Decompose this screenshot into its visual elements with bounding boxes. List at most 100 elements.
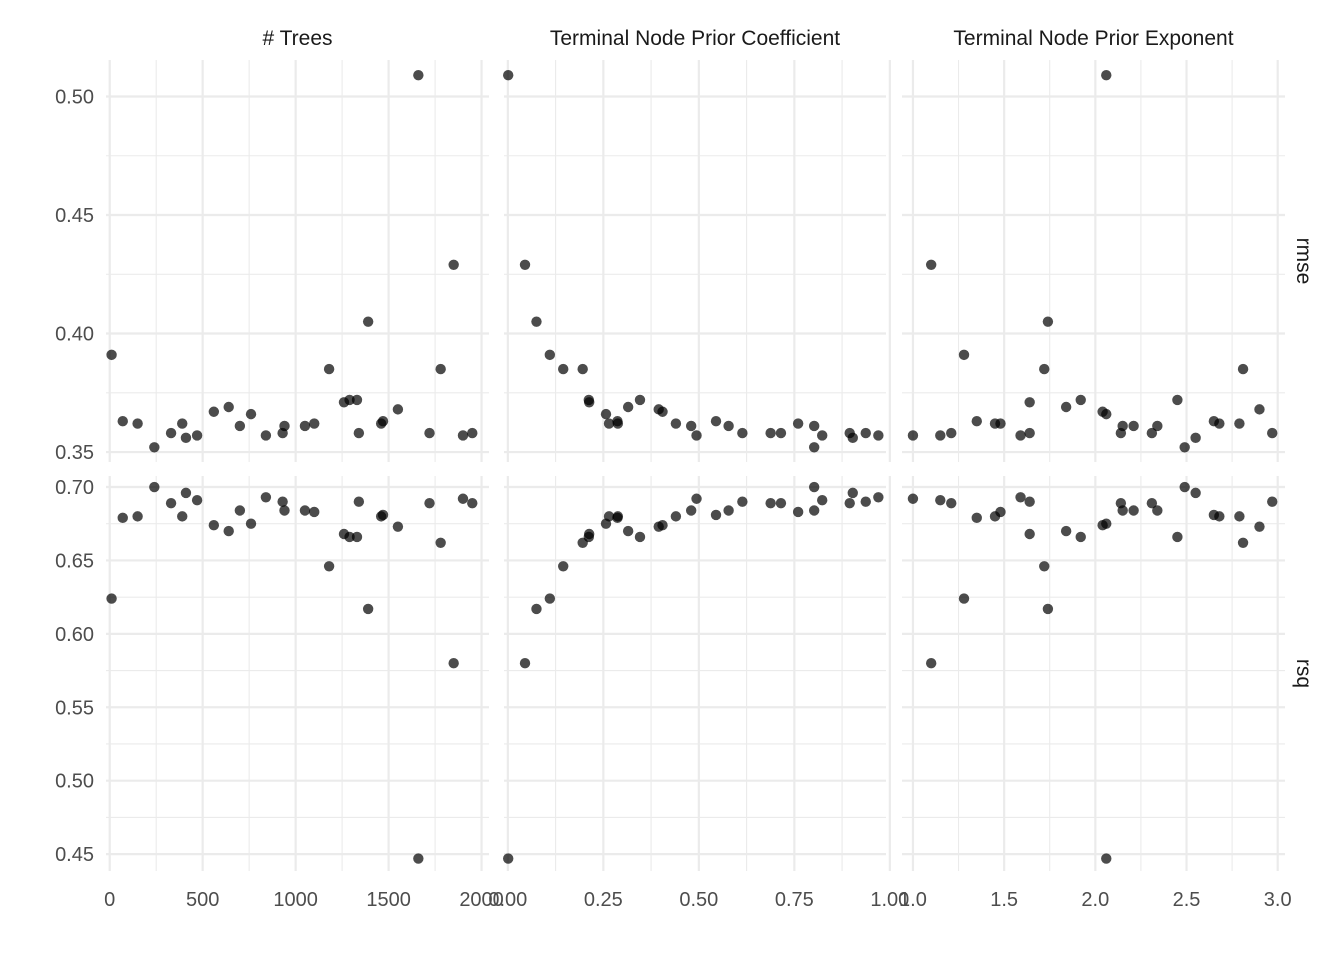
data-point-rsq-vs-cost (603, 511, 615, 522)
data-point-rsq-vs-trees (177, 511, 188, 522)
data-point-rsq-vs-trees (106, 593, 117, 604)
data-point-rmse-vs-exponent (946, 427, 957, 439)
data-point-rmse-vs-trees (362, 316, 374, 327)
data-point-rsq-vs-cost (847, 487, 858, 499)
data-point-rmse-vs-trees (353, 427, 365, 439)
data-point-rmse-vs-cost (653, 404, 664, 415)
data-point-rmse-vs-trees (377, 416, 389, 427)
data-point-rmse-vs-trees (223, 401, 234, 413)
data-point-rsq-vs-trees (165, 497, 177, 509)
x-tick-label: 2000 (459, 889, 504, 911)
data-point-rsq-vs-cost (634, 531, 646, 543)
data-point-rmse-vs-cost (808, 442, 820, 453)
data-point-rmse-vs-cost (519, 259, 531, 270)
data-point-rsq-vs-cost (558, 561, 569, 572)
data-point-rmse-vs-trees (424, 427, 435, 439)
data-point-rmse-vs-cost (558, 363, 569, 375)
data-point-rsq-vs-exponent (995, 506, 1006, 518)
y-tick-label: 0.45 (55, 844, 94, 866)
data-point-rsq-vs-exponent (925, 658, 937, 669)
data-point-rsq-vs-exponent (1146, 497, 1158, 509)
data-point-rmse-vs-exponent (1254, 404, 1265, 415)
data-point-rsq-vs-exponent (1024, 528, 1035, 540)
data-point-rsq-vs-exponent (1115, 497, 1127, 509)
data-point-rsq-vs-cost (503, 853, 514, 864)
data-point-rsq-vs-cost (710, 509, 722, 521)
data-point-rsq-vs-trees (234, 505, 246, 516)
x-tick-label: 500 (186, 889, 219, 911)
x-tick-label: 1.5 (990, 889, 1018, 911)
data-point-rsq-vs-exponent (1024, 496, 1035, 507)
data-point-rmse-vs-exponent (995, 418, 1006, 429)
data-point-rmse-vs-exponent (1075, 394, 1086, 406)
data-point-rsq-vs-cost (583, 531, 595, 543)
data-point-rsq-vs-trees (392, 521, 404, 532)
data-point-rmse-vs-exponent (1024, 427, 1035, 439)
data-point-rsq-vs-trees (260, 492, 272, 503)
data-point-rmse-vs-cost (600, 408, 612, 420)
data-point-rsq-vs-trees (149, 481, 160, 493)
data-point-rmse-vs-exponent (1115, 427, 1127, 439)
data-point-rmse-vs-trees (177, 418, 188, 429)
data-point-rmse-vs-exponent (925, 259, 937, 270)
data-point-rsq-vs-trees (353, 496, 365, 507)
data-point-rsq-vs-cost (685, 505, 697, 516)
data-point-rsq-vs-trees (117, 512, 128, 524)
data-point-rmse-vs-exponent (1042, 316, 1054, 327)
data-point-rmse-vs-trees (457, 430, 469, 441)
grid-lines (106, 60, 1285, 871)
data-point-rsq-vs-exponent (1254, 521, 1265, 532)
data-point-rmse-vs-exponent (1039, 363, 1050, 375)
data-point-rsq-vs-trees (344, 531, 355, 543)
data-point-rmse-vs-cost (737, 427, 748, 439)
y-tick-label: 0.65 (55, 550, 94, 572)
data-point-rsq-vs-cost (844, 497, 855, 509)
data-point-rmse-vs-trees (435, 363, 446, 375)
data-point-rmse-vs-cost (544, 349, 556, 361)
y-tick-label: 0.45 (55, 205, 94, 227)
data-point-rmse-vs-cost (817, 430, 828, 441)
data-point-rmse-vs-exponent (1060, 401, 1072, 413)
data-point-rmse-vs-cost (873, 430, 884, 441)
data-point-rmse-vs-cost (847, 432, 858, 444)
data-point-rmse-vs-trees (208, 406, 220, 417)
data-point-rsq-vs-exponent (1075, 531, 1086, 543)
facet-strip-label: Terminal Node Prior Coefficient (550, 27, 840, 50)
y-tick-label: 0.40 (55, 324, 94, 346)
data-point-rmse-vs-exponent (958, 349, 970, 361)
data-point-rmse-vs-trees (180, 432, 192, 444)
data-point-rmse-vs-trees (323, 363, 335, 375)
x-tick-label: 2.5 (1173, 889, 1201, 911)
data-point-rmse-vs-cost (612, 418, 624, 429)
data-point-rsq-vs-exponent (946, 497, 957, 509)
data-point-rsq-vs-trees (309, 506, 320, 518)
data-point-rmse-vs-cost (622, 401, 634, 413)
data-point-rmse-vs-cost (808, 420, 820, 432)
data-point-rsq-vs-exponent (1039, 561, 1050, 572)
data-point-rsq-vs-trees (245, 518, 257, 529)
data-point-rsq-vs-exponent (1172, 531, 1183, 543)
x-tick-label: 1000 (273, 889, 318, 911)
data-point-rsq-vs-cost (670, 511, 682, 522)
data-point-rmse-vs-cost (792, 418, 804, 429)
data-point-rsq-vs-exponent (1214, 511, 1225, 522)
data-point-rsq-vs-cost (808, 481, 820, 493)
data-point-rsq-vs-exponent (1237, 537, 1249, 549)
data-point-rmse-vs-trees (106, 349, 117, 361)
data-point-rsq-vs-cost (817, 495, 828, 506)
data-point-rmse-vs-exponent (1179, 442, 1190, 453)
x-tick-label: 1.0 (899, 889, 927, 911)
facet-strip-label: Terminal Node Prior Exponent (953, 27, 1233, 50)
data-point-rmse-vs-trees (299, 420, 311, 432)
x-tick-label: 1.00 (870, 889, 909, 911)
data-point-rmse-vs-exponent (1172, 394, 1183, 406)
data-point-rmse-vs-cost (860, 427, 871, 439)
data-point-rmse-vs-trees (467, 427, 478, 439)
x-tick-label: 0 (104, 889, 115, 911)
data-point-rsq-vs-cost (691, 493, 702, 504)
data-point-rsq-vs-cost (808, 505, 820, 516)
data-point-rsq-vs-trees (413, 853, 424, 864)
x-tick-label: 0.25 (584, 889, 623, 911)
data-point-rsq-vs-cost (765, 497, 776, 509)
